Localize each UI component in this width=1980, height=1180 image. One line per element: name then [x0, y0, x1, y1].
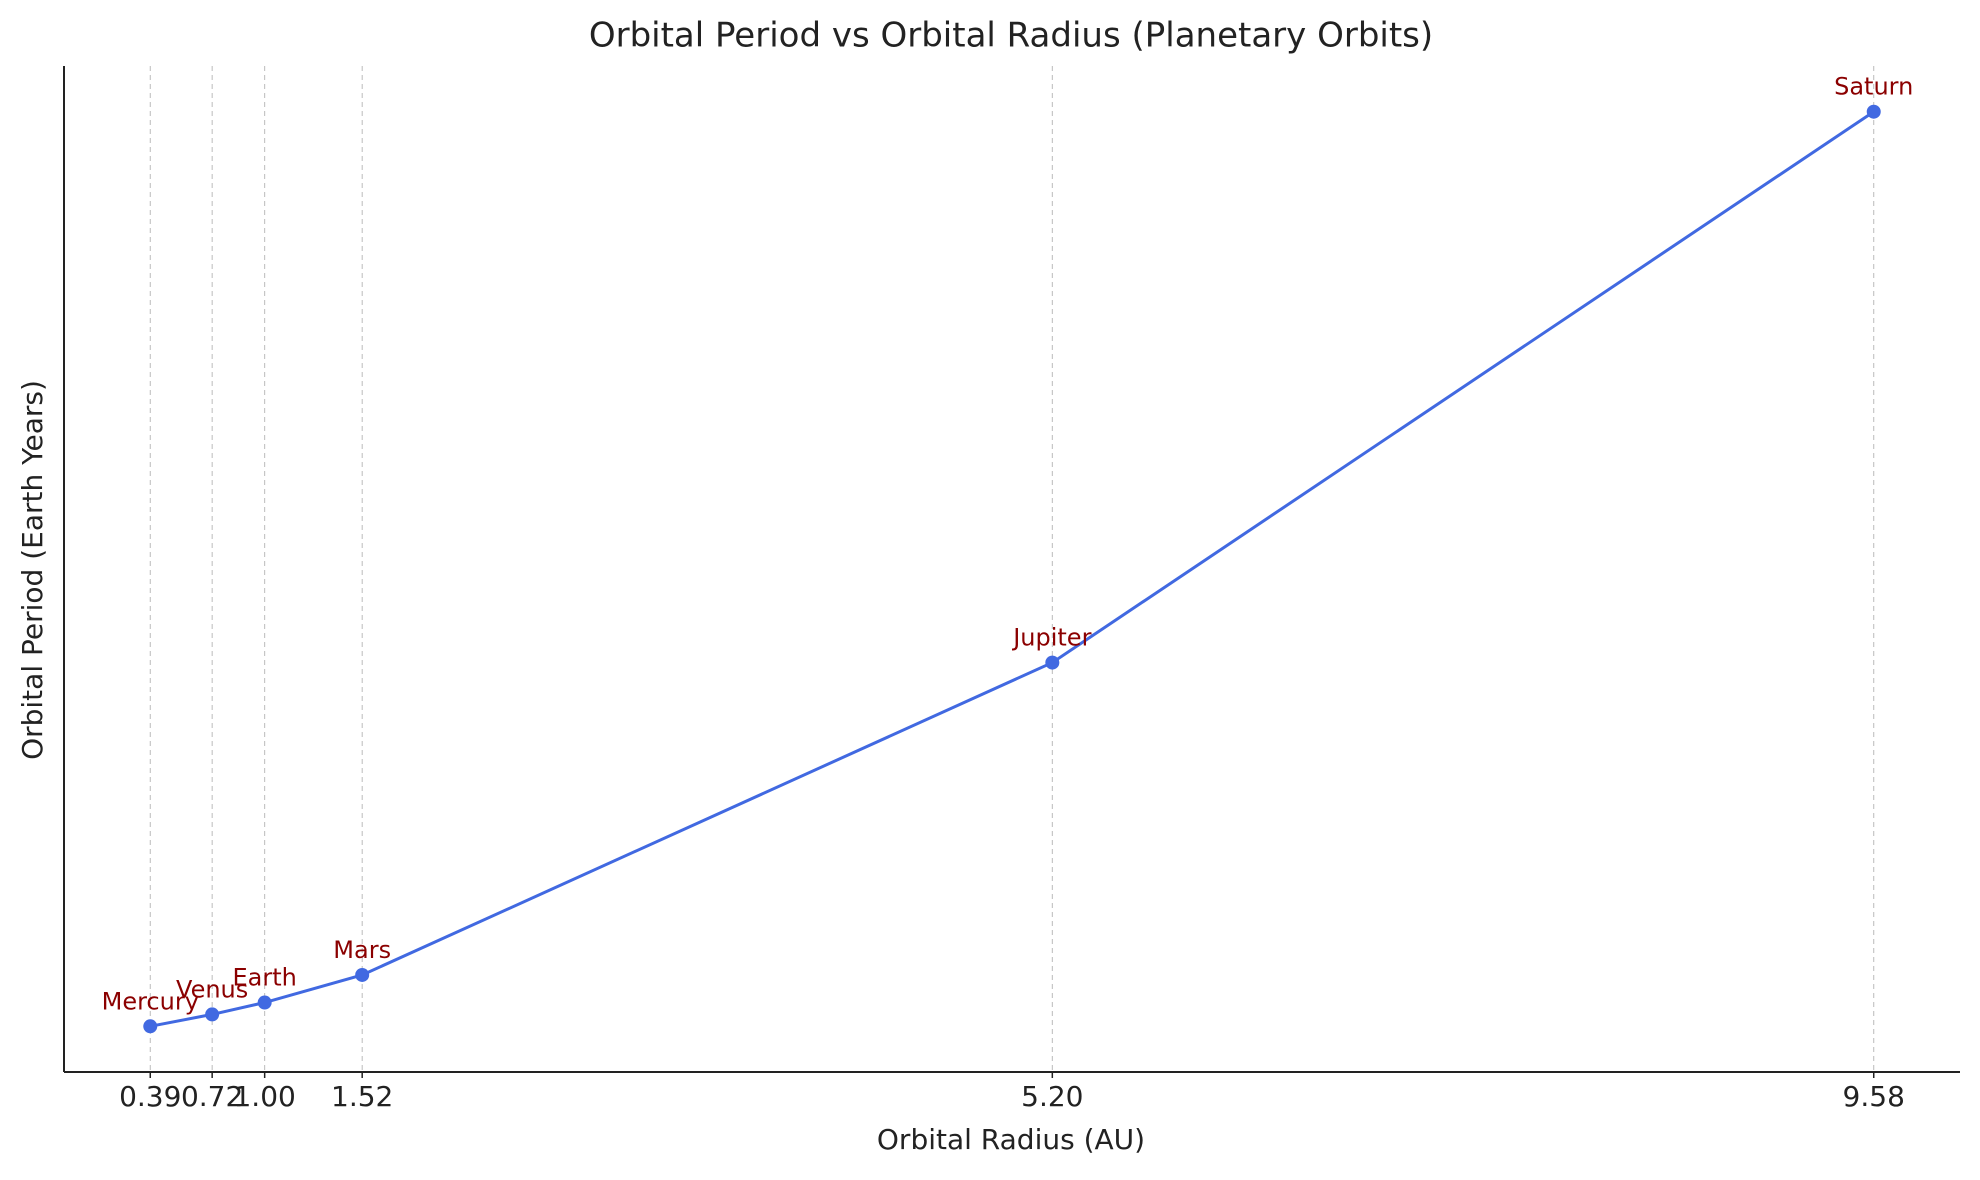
x-tick-label: 1.52	[331, 1080, 393, 1113]
point	[257, 995, 272, 1010]
point-label: Jupiter	[1011, 624, 1091, 652]
x-axis-label: Orbital Radius (AU)	[877, 1123, 1145, 1156]
point-label: Saturn	[1834, 73, 1913, 101]
x-tick-label: 0.39	[119, 1080, 181, 1113]
point-label: Mars	[333, 936, 391, 964]
point-label: Earth	[232, 964, 296, 992]
chart-title: Orbital Period vs Orbital Radius (Planet…	[589, 16, 1433, 56]
point	[143, 1019, 158, 1034]
y-axis-label: Orbital Period (Earth Years)	[16, 380, 49, 760]
point	[1866, 104, 1881, 119]
x-tick-label: 0.72	[181, 1080, 243, 1113]
point-label: Mercury	[102, 987, 199, 1015]
x-tick-label: 1.00	[233, 1080, 295, 1113]
x-tick-label: 5.20	[1021, 1080, 1083, 1113]
point	[1045, 655, 1060, 670]
x-tick-label: 9.58	[1843, 1080, 1905, 1113]
line	[149, 110, 1875, 1028]
point	[205, 1007, 220, 1022]
point-label: Venus	[176, 975, 248, 1003]
point	[355, 967, 370, 982]
